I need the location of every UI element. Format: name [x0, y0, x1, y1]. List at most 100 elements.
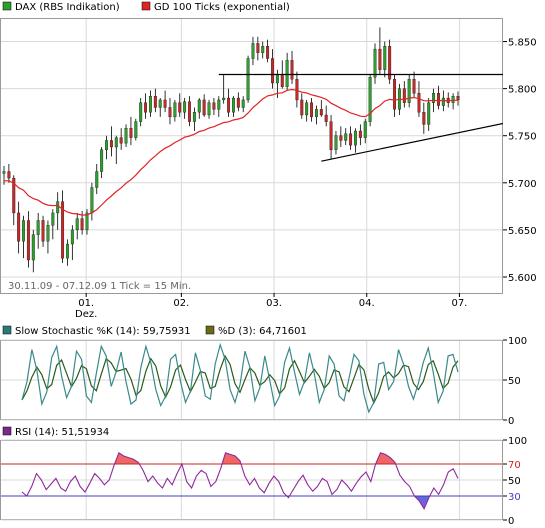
- candle-body: [373, 48, 377, 78]
- candle-body: [100, 149, 104, 172]
- candle-body: [271, 58, 274, 84]
- candle-body: [56, 201, 60, 214]
- candle-body: [344, 133, 348, 141]
- candle-body: [290, 60, 294, 80]
- stochastic-y-axis: 100 50 0: [503, 336, 527, 427]
- candle-body: [90, 187, 94, 214]
- rsi-legend-label: RSI (14): 51,51934: [15, 427, 109, 438]
- candle-body: [153, 96, 157, 108]
- candle-body: [163, 99, 167, 108]
- dax-legend-label: DAX (RBS Indikation): [15, 2, 120, 13]
- price-x-tick-label: 07.: [451, 298, 467, 309]
- sto-d-legend-swatch: [205, 325, 215, 335]
- price-x-axis: 01.Dez. 02. 03. 04. 07.: [75, 293, 467, 320]
- candle-body: [441, 97, 445, 106]
- candle-body: [41, 220, 45, 242]
- candle-body: [246, 58, 250, 101]
- candle-body: [202, 99, 206, 116]
- rsi-overbought-fill: [114, 452, 140, 464]
- candle-body: [427, 102, 431, 125]
- candle-body: [75, 218, 79, 231]
- candle-body: [388, 46, 392, 80]
- candle-body: [432, 93, 436, 103]
- support-line: [321, 122, 503, 162]
- price-x-tick-label: Dez.: [75, 309, 97, 320]
- candle-body: [236, 97, 240, 108]
- candle-body: [178, 102, 182, 113]
- candle-body: [85, 212, 89, 231]
- sto-d-line: [21, 354, 459, 405]
- dax-legend-swatch: [2, 1, 12, 11]
- candle-body: [324, 114, 328, 122]
- stochastic-y-tick-label: 0: [508, 416, 514, 427]
- candle-body: [256, 43, 260, 53]
- candle-body: [300, 99, 304, 116]
- candle-body: [251, 43, 255, 59]
- stochastic-panel: Slow Stochastic %K (14): 59,75931 %D (3)…: [0, 325, 527, 427]
- rsi-y-tick-label: 50: [508, 476, 521, 487]
- candle-body: [339, 135, 343, 141]
- candle-body: [451, 96, 455, 103]
- candle-body: [407, 79, 411, 103]
- candle-body: [173, 102, 177, 118]
- price-grid: [1, 19, 502, 293]
- candle-body: [51, 212, 55, 226]
- candle-body: [95, 171, 99, 188]
- rsi-y-axis: 100 70 50 30 0: [503, 436, 527, 527]
- candle-body: [109, 140, 113, 148]
- sto-k-line: [21, 342, 459, 414]
- candle-body: [363, 121, 367, 138]
- candle-body: [422, 112, 426, 125]
- candle-body: [134, 121, 138, 138]
- candle-body: [222, 97, 226, 101]
- candle-body: [227, 97, 231, 113]
- price-x-tick-label: 03.: [266, 298, 282, 309]
- price-x-tick-label: 04.: [359, 298, 375, 309]
- candle-body: [231, 97, 235, 113]
- rsi-y-tick-label: 30: [508, 492, 521, 503]
- candle-body: [349, 133, 353, 146]
- candle-body: [105, 140, 108, 150]
- candle-body: [17, 212, 21, 242]
- candle-body: [383, 46, 387, 70]
- price-plot-frame: [0, 18, 503, 294]
- price-y-tick-label: 5.600: [508, 273, 537, 284]
- rsi-line: [21, 451, 459, 510]
- rsi-legend-swatch: [2, 426, 12, 436]
- price-y-tick-label: 5.750: [508, 132, 537, 143]
- candle-body: [197, 99, 201, 113]
- candle-body: [114, 137, 118, 148]
- candle-body: [188, 101, 191, 122]
- candle-body: [119, 137, 123, 144]
- ma-line: [3, 88, 458, 216]
- candle-body: [266, 46, 270, 59]
- candle-body: [80, 218, 84, 231]
- candle-body: [31, 234, 35, 261]
- candle-body: [319, 109, 323, 116]
- candle-body: [314, 109, 318, 118]
- rsi-marks: [1, 451, 502, 510]
- candle-body: [280, 74, 284, 87]
- candle-body: [334, 135, 338, 150]
- price-y-tick-label: 5.850: [508, 38, 537, 49]
- candle-body: [378, 48, 382, 70]
- price-y-tick-label: 5.650: [508, 226, 537, 237]
- price-marks: [2, 27, 503, 273]
- ma-legend-swatch: [141, 1, 151, 11]
- price-y-tick-label: 5.800: [508, 85, 537, 96]
- candle-body: [46, 225, 50, 242]
- candle-body: [368, 77, 372, 122]
- stochastic-y-tick-label: 50: [508, 376, 521, 387]
- candle-body: [168, 107, 172, 118]
- candle-body: [7, 171, 11, 179]
- price-panel: 5.850 5.800 5.750 5.700 5.650 5.600 01.Dez. 02…: [0, 1, 537, 320]
- candle-body: [393, 79, 396, 110]
- rsi-panel: RSI (14): 51,51934 100 70 50 30 0: [0, 426, 527, 527]
- date-range-info: 30.11.09 - 07.12.09 1 Tick = 15 Min.: [8, 281, 191, 292]
- candle-body: [437, 93, 440, 106]
- rsi-grid: [1, 439, 502, 521]
- candle-body: [275, 74, 279, 84]
- candle-body: [329, 121, 333, 150]
- candle-body: [261, 46, 265, 53]
